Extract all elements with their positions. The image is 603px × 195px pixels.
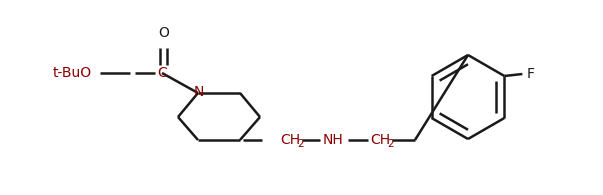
Text: t-BuO: t-BuO <box>52 66 92 80</box>
Text: CH: CH <box>370 133 390 147</box>
Text: NH: NH <box>323 133 344 147</box>
Text: CH: CH <box>280 133 300 147</box>
Text: C: C <box>157 66 167 80</box>
Text: F: F <box>526 67 534 81</box>
Text: O: O <box>159 26 169 40</box>
Text: 2: 2 <box>297 139 304 149</box>
Text: N: N <box>194 85 204 99</box>
Text: 2: 2 <box>387 139 394 149</box>
